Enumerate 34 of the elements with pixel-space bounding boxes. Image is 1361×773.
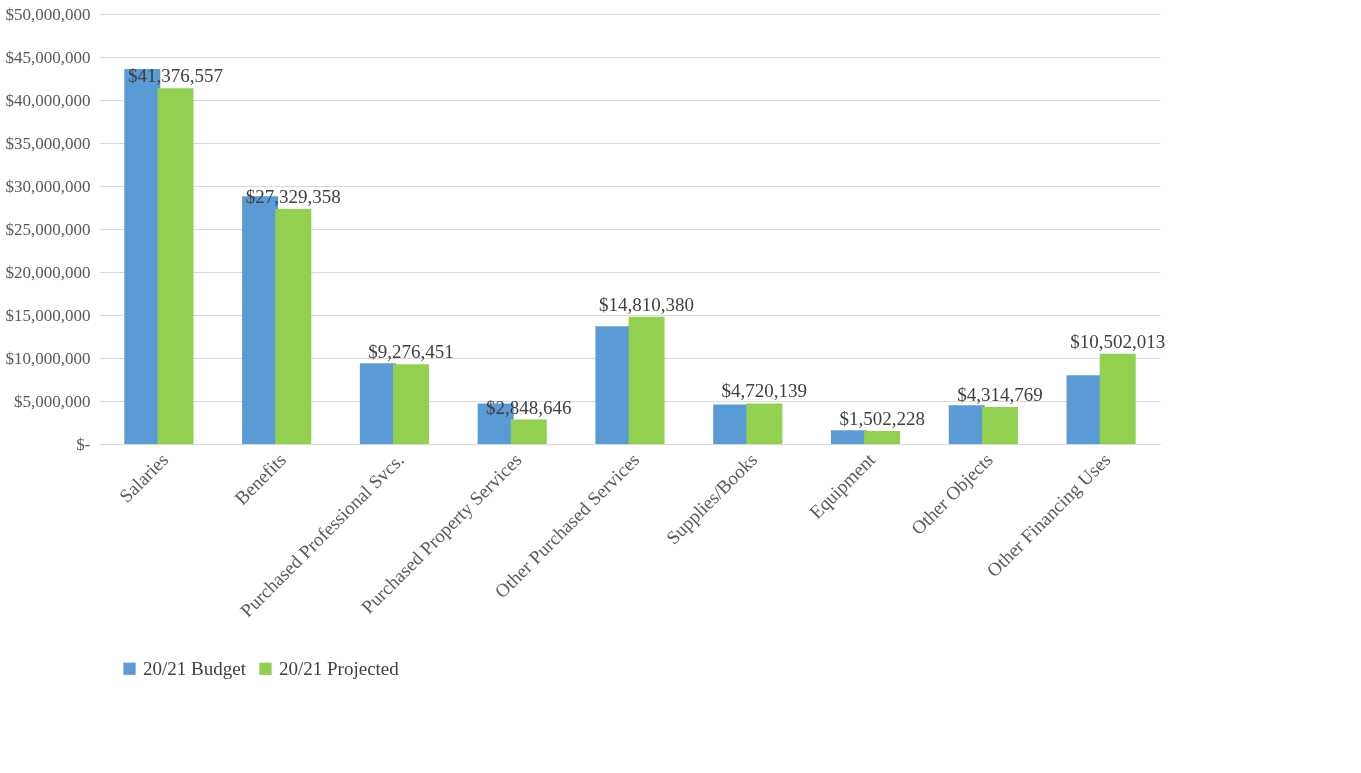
bar: [746, 403, 783, 444]
bar: [359, 363, 396, 444]
bar: [628, 316, 665, 444]
bar: [981, 406, 1018, 444]
bar: [1066, 375, 1103, 444]
bar: [157, 88, 194, 444]
y-tick-label: $5,000,000: [14, 391, 91, 411]
y-tick-label: $35,000,000: [5, 133, 91, 153]
y-tick-label: $25,000,000: [5, 219, 91, 239]
data-label: $1,502,228: [839, 408, 925, 430]
y-tick-label: $45,000,000: [5, 47, 91, 67]
data-label: $27,329,358: [245, 185, 341, 207]
data-label: $4,720,139: [721, 380, 808, 402]
bar: [864, 431, 901, 444]
y-tick-label: $-: [76, 434, 91, 454]
y-tick-label: $30,000,000: [5, 176, 91, 196]
bar: [393, 364, 430, 444]
bar: [595, 326, 632, 444]
y-tick-label: $40,000,000: [5, 90, 91, 110]
bar: [1099, 353, 1136, 444]
data-label: $10,502,013: [1070, 330, 1166, 352]
y-tick-label: $10,000,000: [5, 348, 91, 368]
data-label: $4,314,769: [957, 383, 1043, 405]
bar: [275, 208, 312, 444]
data-label: $14,810,380: [599, 293, 695, 315]
data-label: $9,276,451: [368, 341, 454, 363]
bar: [510, 419, 547, 444]
y-tick-label: $15,000,000: [5, 305, 91, 325]
bar: [830, 430, 867, 444]
y-tick-label: $50,000,000: [5, 4, 91, 24]
legend-label: 20/21 Projected: [279, 657, 400, 679]
legend-label: 20/21 Budget: [143, 657, 247, 679]
bar: [948, 405, 985, 444]
y-tick-label: $20,000,000: [5, 262, 91, 282]
